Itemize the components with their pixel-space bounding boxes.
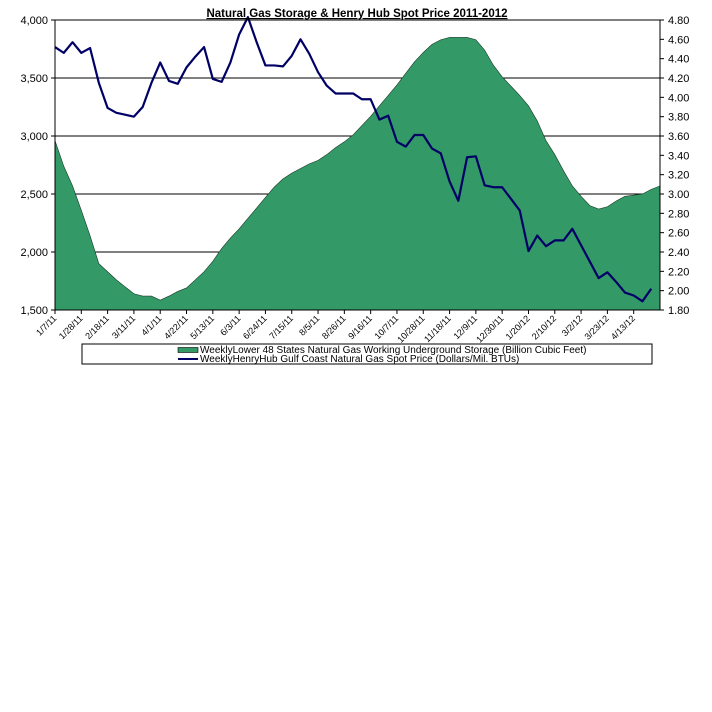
legend-label-price: WeeklyHenryHub Gulf Coast Natural Gas Sp… bbox=[200, 354, 519, 365]
x-tick-label: 9/16/11 bbox=[346, 313, 374, 341]
price-line-series bbox=[54, 16, 653, 303]
right-tick-label: 4.60 bbox=[668, 34, 689, 46]
left-axis-ticks: 1,500 2,000 2,500 3,000 3,500 4,000 bbox=[20, 15, 55, 317]
right-tick-label: 4.20 bbox=[668, 73, 689, 85]
left-tick-label: 2,000 bbox=[20, 247, 48, 259]
right-tick-label: 4.00 bbox=[668, 92, 689, 104]
x-tick-label: 6/24/11 bbox=[241, 313, 269, 341]
right-tick-label: 2.20 bbox=[668, 266, 689, 278]
x-tick-label: 8/26/11 bbox=[320, 313, 348, 341]
left-tick-label: 3,500 bbox=[20, 73, 48, 85]
x-axis-ticks: 1/7/111/28/112/18/113/11/11 4/1/114/22/11… bbox=[34, 310, 637, 345]
right-tick-label: 2.80 bbox=[668, 208, 689, 220]
right-tick-label: 3.20 bbox=[668, 170, 689, 182]
right-tick-label: 3.60 bbox=[668, 131, 689, 143]
left-tick-label: 1,500 bbox=[20, 305, 48, 317]
x-tick-label: 8/5/11 bbox=[297, 313, 321, 337]
axes bbox=[54, 19, 661, 311]
legend-label-storage: WeeklyLower 48 States Natural Gas Workin… bbox=[200, 345, 586, 356]
left-tick-label: 2,500 bbox=[20, 189, 48, 201]
x-tick-label: 6/3/11 bbox=[218, 313, 242, 337]
right-tick-label: 2.60 bbox=[668, 228, 689, 240]
chart-title: Natural Gas Storage & Henry Hub Spot Pri… bbox=[206, 8, 507, 20]
x-tick-label: 5/13/11 bbox=[188, 313, 216, 341]
x-tick-label: 3/2/12 bbox=[560, 313, 585, 338]
x-tick-label: 11/18/11 bbox=[422, 313, 453, 344]
right-tick-label: 3.80 bbox=[668, 112, 689, 124]
x-tick-label: 1/20/12 bbox=[504, 313, 532, 341]
left-tick-label: 4,000 bbox=[20, 15, 48, 27]
right-tick-label: 2.00 bbox=[668, 286, 689, 298]
right-tick-label: 3.40 bbox=[668, 150, 689, 162]
price-line bbox=[54, 16, 653, 303]
x-tick-label: 4/1/11 bbox=[139, 313, 163, 337]
x-tick-label: 2/18/11 bbox=[83, 313, 111, 341]
x-tick-label: 4/13/12 bbox=[609, 313, 637, 341]
right-tick-label: 2.40 bbox=[668, 247, 689, 259]
left-tick-label: 3,000 bbox=[20, 131, 48, 143]
right-tick-label: 3.00 bbox=[668, 189, 689, 201]
x-tick-label: 1/28/11 bbox=[57, 313, 85, 341]
x-tick-label: 7/15/11 bbox=[267, 313, 295, 341]
right-tick-label: 4.80 bbox=[668, 15, 689, 27]
right-tick-label: 4.40 bbox=[668, 54, 689, 66]
x-tick-label: 2/10/12 bbox=[530, 313, 558, 341]
storage-area-series bbox=[54, 37, 661, 311]
legend-swatch-storage bbox=[177, 347, 199, 353]
x-tick-label: 3/23/12 bbox=[582, 313, 610, 341]
right-axis-ticks: 1.80 2.00 2.20 2.40 2.60 2.80 3.00 3.20 3.40 3.60… bbox=[660, 15, 689, 317]
x-tick-label: 12/30/11 bbox=[474, 313, 505, 344]
right-tick-label: 1.80 bbox=[668, 305, 689, 317]
x-tick-label: 3/11/11 bbox=[110, 313, 137, 340]
legend-box bbox=[81, 343, 653, 365]
legend: WeeklyLower 48 States Natural Gas Workin… bbox=[81, 343, 653, 365]
x-tick-label: 10/28/11 bbox=[395, 313, 426, 344]
storage-area bbox=[54, 37, 661, 311]
x-tick-label: 4/22/11 bbox=[162, 313, 190, 341]
